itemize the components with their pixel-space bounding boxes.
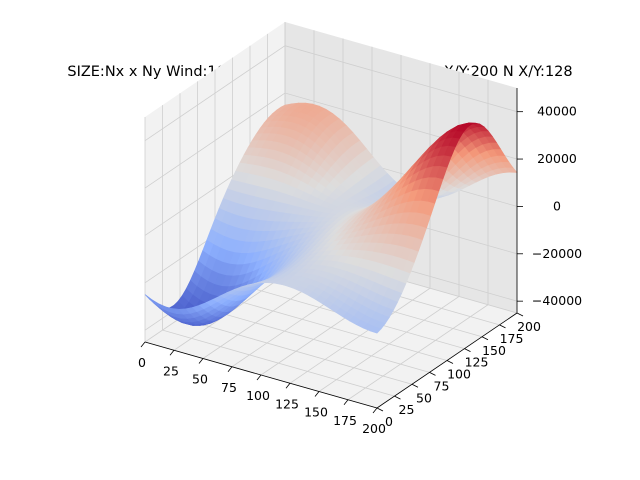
y-tick-label: 125 xyxy=(465,355,489,370)
x-tick-label: 75 xyxy=(221,380,237,395)
x-tick xyxy=(198,358,204,364)
x-tick-label: 100 xyxy=(246,388,270,403)
x-tick xyxy=(227,366,233,372)
y-tick-label: 175 xyxy=(500,331,524,346)
x-tick-label: 50 xyxy=(192,372,208,387)
x-tick-label: 150 xyxy=(304,405,328,420)
x-tick xyxy=(343,399,349,405)
z-tick-label: 20000 xyxy=(537,151,577,166)
y-tick-label: 75 xyxy=(434,378,450,393)
z-gridline xyxy=(144,92,518,189)
x-tick-label: 25 xyxy=(163,363,179,378)
y-tick-label: 0 xyxy=(385,414,393,429)
y-gridline xyxy=(162,105,395,397)
axis-lines xyxy=(140,88,524,414)
z-tick-label: 0 xyxy=(553,198,561,213)
z-tick-label: −20000 xyxy=(532,246,582,261)
y-tick xyxy=(394,395,401,400)
y-tick xyxy=(411,383,419,388)
surface-mesh xyxy=(144,102,518,334)
x-tick xyxy=(314,391,320,397)
z-tick-label: 40000 xyxy=(537,104,577,119)
y-tick xyxy=(499,324,506,329)
y-tick xyxy=(481,336,489,341)
x-tick xyxy=(256,374,262,381)
x-tick-label: 200 xyxy=(362,421,386,436)
z-tick-label: −40000 xyxy=(532,293,582,308)
surface-patch xyxy=(369,326,382,334)
y-tick xyxy=(429,372,436,376)
x-tick xyxy=(285,383,291,389)
x-tick xyxy=(169,350,175,356)
y-tick-label: 50 xyxy=(416,390,432,405)
y-tick xyxy=(516,312,524,317)
y-tick-label: 100 xyxy=(447,367,471,382)
x-tick-label: 0 xyxy=(138,355,146,370)
y-tick xyxy=(376,407,384,412)
x-tick-label: 125 xyxy=(275,396,299,411)
x-tick-label: 175 xyxy=(333,413,357,428)
x-tick xyxy=(372,407,378,414)
y-tick-label: 150 xyxy=(482,343,506,358)
y-tick xyxy=(464,348,471,352)
z-gridline xyxy=(144,45,518,142)
y-tick-label: 200 xyxy=(517,319,541,334)
y-tick xyxy=(446,360,454,364)
y-tick-label: 25 xyxy=(399,402,415,417)
x-tick xyxy=(140,341,146,348)
